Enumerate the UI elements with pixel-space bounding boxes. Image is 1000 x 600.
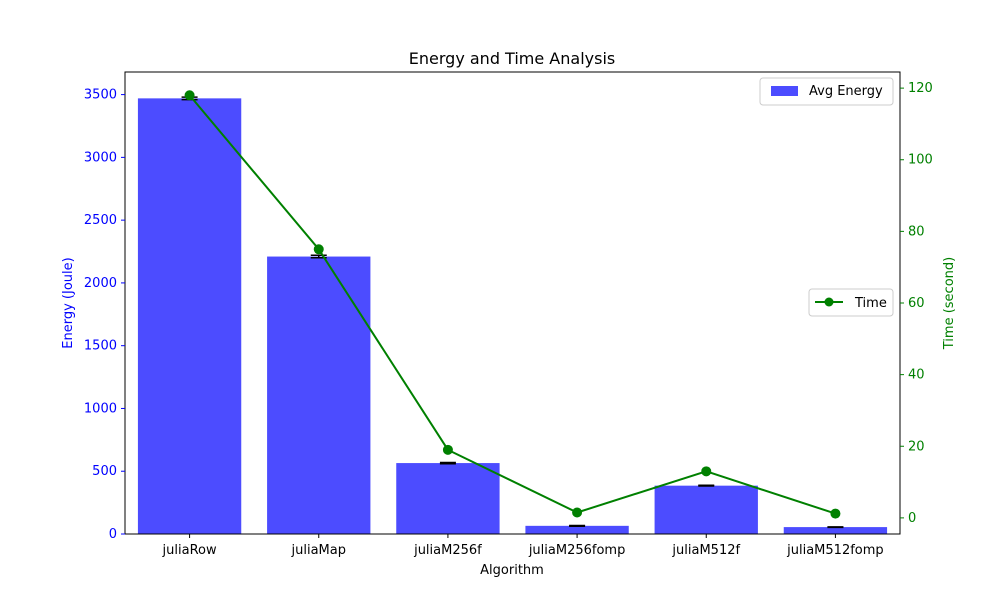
x-tick-label: juliaM256f xyxy=(413,543,482,558)
time-point-1 xyxy=(313,244,324,255)
legend-time: Time xyxy=(808,288,894,317)
time-line xyxy=(188,94,836,515)
x-tick-label: juliaMap xyxy=(291,543,346,558)
energy-bar-1 xyxy=(267,256,371,534)
legend-avg-energy-box xyxy=(759,77,894,106)
energy-bar-2 xyxy=(396,463,500,534)
time-point-0 xyxy=(184,90,195,101)
right-tick-label: 20 xyxy=(908,439,925,454)
axes-group: 0 500 1000 1500 2000 2500 3000 3500 0 20 40 60 80 100… xyxy=(84,71,933,558)
time-point-5 xyxy=(830,508,841,519)
chart-title: Energy and Time Analysis xyxy=(409,49,615,68)
right-tick-label: 60 xyxy=(908,296,925,311)
right-tick-label: 80 xyxy=(908,224,925,239)
left-tick-label: 1500 xyxy=(84,339,117,354)
right-tick-label: 100 xyxy=(908,153,933,168)
legend-time-marker xyxy=(824,297,834,307)
left-tick-label: 3000 xyxy=(84,150,117,165)
legend-time-box xyxy=(808,288,894,317)
left-tick-label: 1000 xyxy=(84,401,117,416)
legend-time-label: Time xyxy=(854,296,887,311)
time-point-3 xyxy=(572,507,583,518)
bars-group xyxy=(137,98,888,534)
errorbars-group xyxy=(181,96,844,529)
right-tick-label: 120 xyxy=(908,81,933,96)
right-axis-label: Time (second) xyxy=(942,257,957,350)
x-axis-label: Algorithm xyxy=(480,563,544,578)
left-tick-label: 0 xyxy=(109,527,117,542)
energy-bar-5 xyxy=(783,527,888,534)
time-point-2 xyxy=(442,444,453,455)
x-tick-label: juliaRow xyxy=(162,543,217,558)
x-tick-label: juliaM512fomp xyxy=(786,543,884,558)
energy-bar-4 xyxy=(654,485,758,534)
left-axis-label: Energy (Joule) xyxy=(61,257,76,348)
energy-bar-0 xyxy=(137,98,242,534)
time-line-group xyxy=(184,90,841,519)
right-tick-label: 0 xyxy=(908,511,916,526)
legend-avg-energy-label: Avg Energy xyxy=(809,84,883,99)
left-tick-label: 500 xyxy=(92,464,117,479)
legend-avg-energy-swatch xyxy=(771,86,798,96)
energy-bar-3 xyxy=(525,525,629,534)
left-tick-label: 3500 xyxy=(84,88,117,103)
x-tick-label: juliaM512f xyxy=(671,543,740,558)
right-tick-label: 40 xyxy=(908,368,925,383)
left-tick-label: 2500 xyxy=(84,213,117,228)
x-tick-label: juliaM256fomp xyxy=(528,543,626,558)
legend-avg-energy: Avg Energy xyxy=(759,77,894,106)
time-point-4 xyxy=(701,466,712,477)
left-tick-label: 2000 xyxy=(84,276,117,291)
